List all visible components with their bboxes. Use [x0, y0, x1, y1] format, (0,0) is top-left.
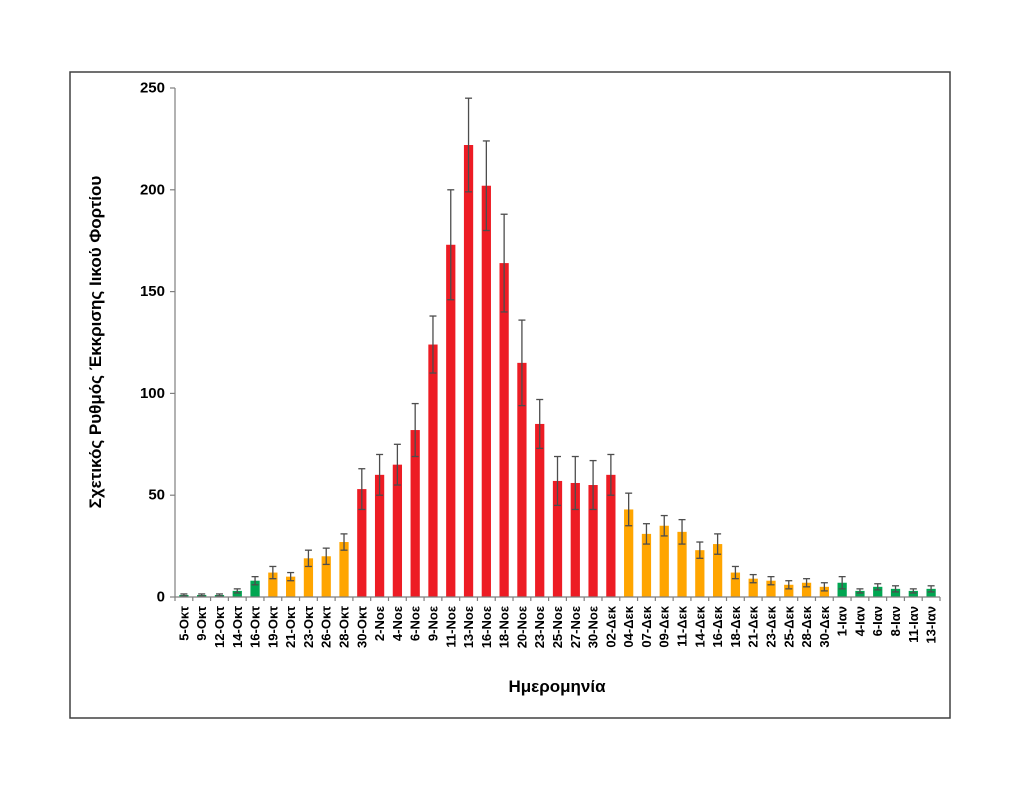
x-tick-label: 21-Οκτ	[283, 606, 298, 648]
bar	[730, 572, 741, 597]
y-tick-label: 150	[140, 283, 165, 300]
x-tick-label: 11-Δεκ	[675, 605, 690, 647]
bar	[606, 474, 616, 597]
bar	[428, 344, 438, 597]
bar	[286, 576, 296, 597]
x-tick-label: 28-Οκτ	[337, 606, 352, 648]
x-tick-label: 09-Δεκ	[657, 605, 672, 647]
x-tick-label: 4-Ιαν	[852, 606, 867, 636]
x-tick-label: 11-Ιαν	[906, 606, 921, 643]
x-tick-label: 21-Δεκ	[746, 605, 761, 647]
bar	[624, 509, 634, 597]
y-tick-label: 50	[148, 487, 165, 504]
bar	[339, 542, 349, 597]
x-tick-label: 8-Ιαν	[888, 606, 903, 636]
bar	[517, 362, 527, 597]
x-tick-label: 07-Δεκ	[639, 605, 654, 647]
bar	[926, 588, 936, 597]
bar	[873, 586, 883, 597]
x-tick-label: 23-Δεκ	[763, 605, 778, 647]
bar	[819, 586, 829, 597]
bar	[908, 590, 918, 597]
x-tick-label: 1-Ιαν	[835, 606, 850, 636]
x-tick-label: 25-Δεκ	[781, 605, 796, 647]
x-tick-label: 11-Νοε	[443, 606, 458, 648]
bar	[784, 584, 794, 597]
x-tick-label: 16-Δεκ	[710, 605, 725, 647]
x-tick-label: 27-Νοε	[568, 606, 583, 648]
x-axis-title: Ημερομηνία	[508, 677, 606, 696]
bar	[463, 145, 474, 597]
x-tick-label: 13-Ιαν	[924, 606, 939, 644]
chart-frame	[69, 71, 951, 719]
y-tick-label: 100	[140, 385, 165, 402]
y-tick-label: 250	[140, 80, 165, 97]
bar	[357, 489, 367, 597]
bar	[695, 550, 705, 597]
x-tick-label: 02-Δεκ	[603, 605, 618, 647]
x-tick-label: 30-Δεκ	[817, 605, 832, 647]
x-tick-label: 30-Οκτ	[354, 606, 369, 648]
bar	[410, 430, 420, 597]
bar	[268, 572, 278, 597]
bar	[712, 544, 723, 597]
x-tick-label: 14-Δεκ	[692, 605, 707, 647]
bar	[766, 580, 776, 597]
x-tick-label: 28-Δεκ	[799, 605, 814, 647]
bar	[321, 556, 331, 597]
bar	[641, 533, 652, 597]
bar	[855, 590, 865, 597]
bar	[535, 423, 545, 597]
x-tick-label: 23-Νοε	[532, 606, 547, 648]
x-tick-label: 30-Νοε	[586, 606, 601, 648]
x-tick-label: 04-Δεκ	[621, 605, 636, 647]
bar	[374, 474, 385, 597]
x-tick-label: 9-Νοε	[425, 606, 440, 641]
bar	[801, 582, 812, 597]
bar	[570, 482, 580, 597]
x-tick-label: 26-Οκτ	[319, 606, 334, 648]
bar	[748, 578, 758, 597]
bar	[659, 525, 669, 597]
bar	[890, 588, 901, 597]
y-tick-label: 0	[157, 589, 165, 606]
bar	[232, 590, 242, 597]
x-tick-label: 6-Ιαν	[870, 606, 885, 636]
bar	[499, 263, 509, 597]
x-tick-label: 2-Νοε	[372, 606, 387, 641]
x-tick-label: 9-Οκτ	[194, 606, 209, 641]
bar	[250, 580, 260, 597]
x-tick-label: 25-Νοε	[550, 606, 565, 648]
x-tick-label: 20-Νοε	[514, 606, 529, 648]
x-tick-label: 4-Νοε	[390, 606, 405, 641]
bar	[588, 485, 598, 597]
x-tick-label: 6-Νοε	[408, 606, 423, 641]
x-tick-label: 23-Οκτ	[301, 606, 316, 648]
bar	[303, 558, 314, 597]
x-tick-label: 19-Οκτ	[265, 606, 280, 648]
y-axis-title: Σχετικός Ρυθμός Έκκρισης Ιικού Φορτίου	[86, 176, 105, 509]
y-tick-label: 200	[140, 181, 165, 198]
x-tick-label: 18-Νοε	[497, 606, 512, 648]
bar	[446, 244, 456, 597]
x-tick-label: 13-Νοε	[461, 606, 476, 648]
x-tick-label: 14-Οκτ	[230, 606, 245, 648]
x-tick-label: 18-Δεκ	[728, 605, 743, 647]
x-tick-label: 12-Οκτ	[212, 606, 227, 648]
x-tick-label: 16-Νοε	[479, 606, 494, 648]
bar	[481, 185, 491, 597]
bar	[677, 531, 687, 597]
bar	[837, 582, 847, 597]
x-tick-label: 16-Οκτ	[248, 606, 263, 648]
bar	[392, 464, 403, 597]
x-tick-label: 5-Οκτ	[176, 606, 191, 641]
bar	[552, 480, 563, 597]
